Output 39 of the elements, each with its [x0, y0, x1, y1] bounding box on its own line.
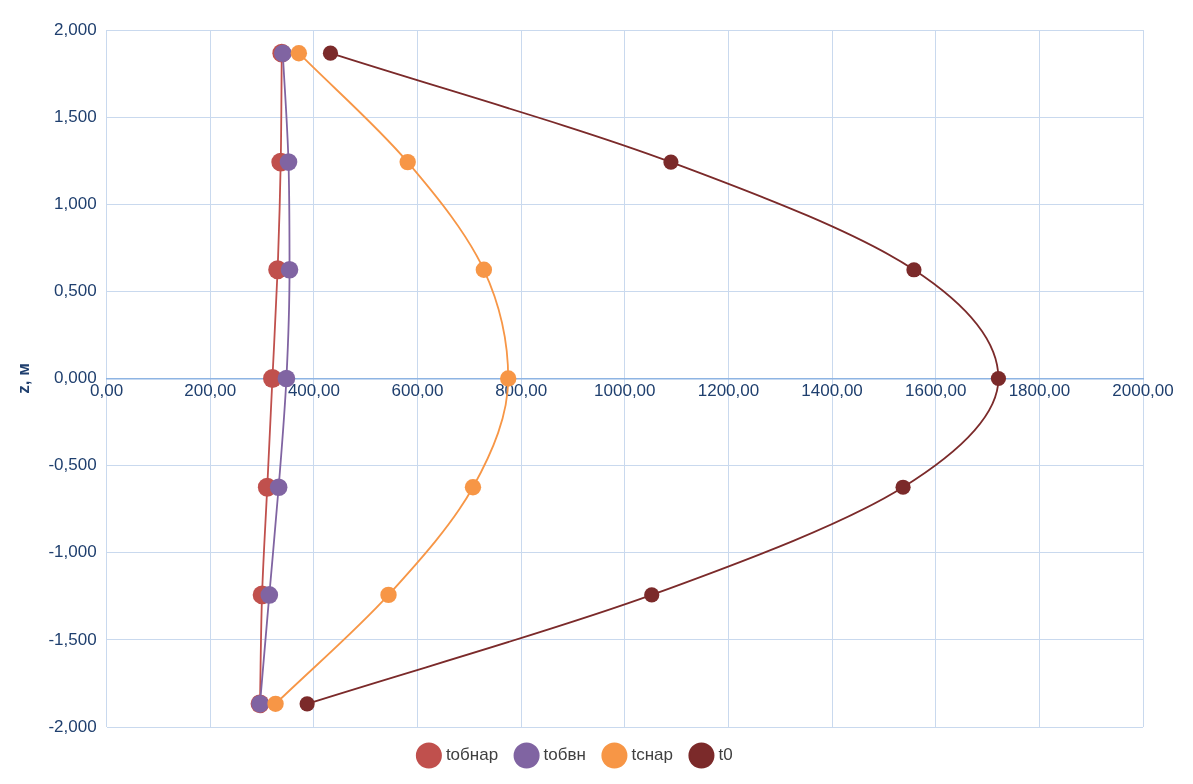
- x-tick-label: 1200,00: [697, 381, 760, 401]
- point: [279, 153, 298, 171]
- x-tick-label: 200,00: [184, 381, 237, 401]
- y-tick-label: 1,000: [54, 193, 97, 213]
- x-tick-label: 1800,00: [1008, 381, 1071, 401]
- x-tick-label: 600,00: [391, 381, 444, 401]
- point: [990, 370, 1007, 387]
- point: [399, 153, 416, 171]
- y-tick-label: -2,000: [48, 716, 97, 736]
- x-tick-label: 1400,00: [801, 381, 863, 401]
- y-tick-label: 0,500: [54, 281, 97, 301]
- y-tick-label: -1,500: [48, 629, 97, 649]
- x-tick-label: 1600,00: [904, 381, 967, 401]
- point: [290, 44, 308, 62]
- point: [906, 262, 922, 278]
- x-tick-label: 2000,00: [1112, 381, 1174, 401]
- y-axis-title: z, м: [13, 363, 33, 394]
- legend-label: t0: [718, 745, 733, 765]
- point: [299, 696, 315, 712]
- legend-label: tобнар: [445, 745, 499, 765]
- y-tick-label: -1,000: [48, 542, 97, 562]
- y-tick-label: 2,000: [54, 19, 97, 39]
- legend-label: tобвн: [543, 745, 586, 765]
- point: [280, 260, 299, 279]
- y-tick-label: 1,500: [54, 106, 97, 126]
- point: [260, 586, 279, 604]
- point: [380, 586, 397, 604]
- point: [464, 479, 482, 496]
- point: [322, 45, 339, 61]
- point: [644, 587, 660, 603]
- x-tick-label: 1000,00: [594, 381, 656, 401]
- point: [269, 478, 288, 497]
- point: [895, 479, 911, 495]
- x-tick-label: 400,00: [287, 381, 340, 401]
- point: [663, 154, 679, 170]
- y-tick-label: -0,500: [48, 455, 97, 475]
- legend-label: tснар: [631, 745, 673, 765]
- point: [267, 695, 284, 713]
- point: [475, 261, 493, 278]
